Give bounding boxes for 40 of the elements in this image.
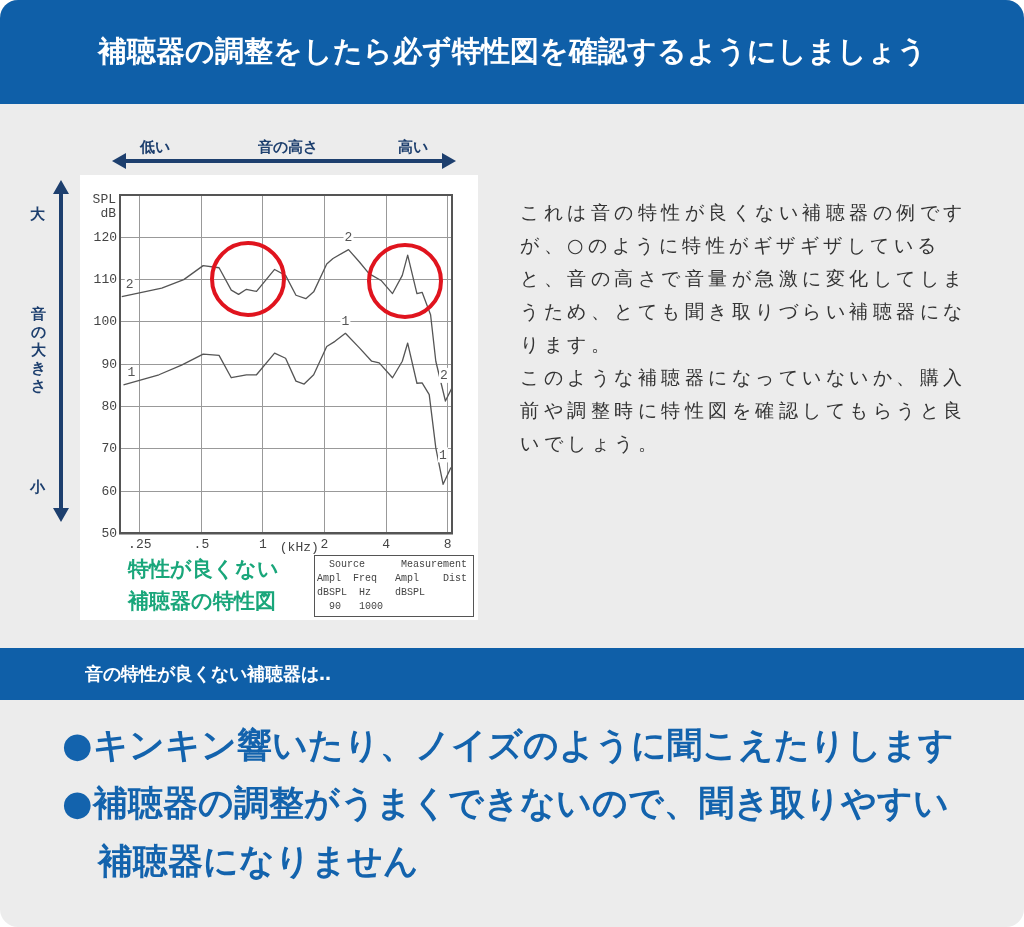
text: 1 (341, 313, 350, 329)
text: 高い (398, 138, 428, 157)
text: 2 (125, 276, 134, 292)
text: Ampl Freq Ampl Dist (317, 572, 469, 586)
text: 90 1000 (328, 600, 384, 614)
y-tick-label: 80 (101, 398, 117, 414)
x-tick-label: 8 (443, 536, 452, 552)
y-tick-label: 110 (93, 272, 117, 288)
y-tick-label: 50 (101, 525, 117, 541)
text: 1 (127, 365, 136, 381)
text: 特性が良くない (128, 556, 279, 583)
text: 低い (140, 138, 170, 157)
x-tick-label: .25 (128, 536, 152, 552)
text: 2 (344, 230, 353, 245)
series-label: 1 (439, 447, 448, 463)
text: このような補聴器になっていないか、購入前や調整時に特性図を確認してもらうと良いでしょう。 (520, 365, 968, 456)
text: 音の大きさ (30, 305, 46, 395)
text: 音の特性が良くない補聴器は‥ (85, 662, 332, 686)
text: ●キンキン響いたり、ノイズのように聞こえたりします (62, 724, 955, 767)
text: 音の高さ (258, 138, 318, 157)
text: ●補聴器の調整がうまくできないので、聞き取りやすい補聴器になりません (62, 782, 950, 883)
y-tick-label: 60 (101, 483, 117, 499)
y-axis-title: SPL dB (92, 192, 117, 222)
text: 補聴器の特性図 (128, 588, 277, 615)
y-tick-label: 90 (101, 356, 117, 372)
x-tick-label: .5 (193, 536, 210, 552)
y-tick-label: 70 (101, 441, 117, 457)
text: 小 (30, 478, 45, 497)
x-axis-title: (kHz) (279, 539, 319, 555)
y-tick-label: 100 (93, 314, 117, 330)
text: 大 (30, 205, 45, 224)
y-tick-label: 120 (93, 229, 117, 245)
text: これは音の特性が良くない補聴器の例ですが、○のように特性がギザギザしていると、音の高さで音量が急激に変化してしまうため、とても聞き取りづらい補聴器になります。 (520, 200, 968, 357)
x-tick-label: 1 (259, 536, 268, 552)
text: 補聴器の調整をしたら必ず特性図を確認するようにしましょう (97, 33, 927, 70)
series-label: 2 (440, 368, 448, 384)
text: Source Measurement (328, 558, 469, 572)
x-tick-label: 2 (320, 536, 329, 552)
text: dBSPL Hz dBSPL (317, 586, 427, 600)
x-tick-label: 4 (382, 536, 391, 552)
